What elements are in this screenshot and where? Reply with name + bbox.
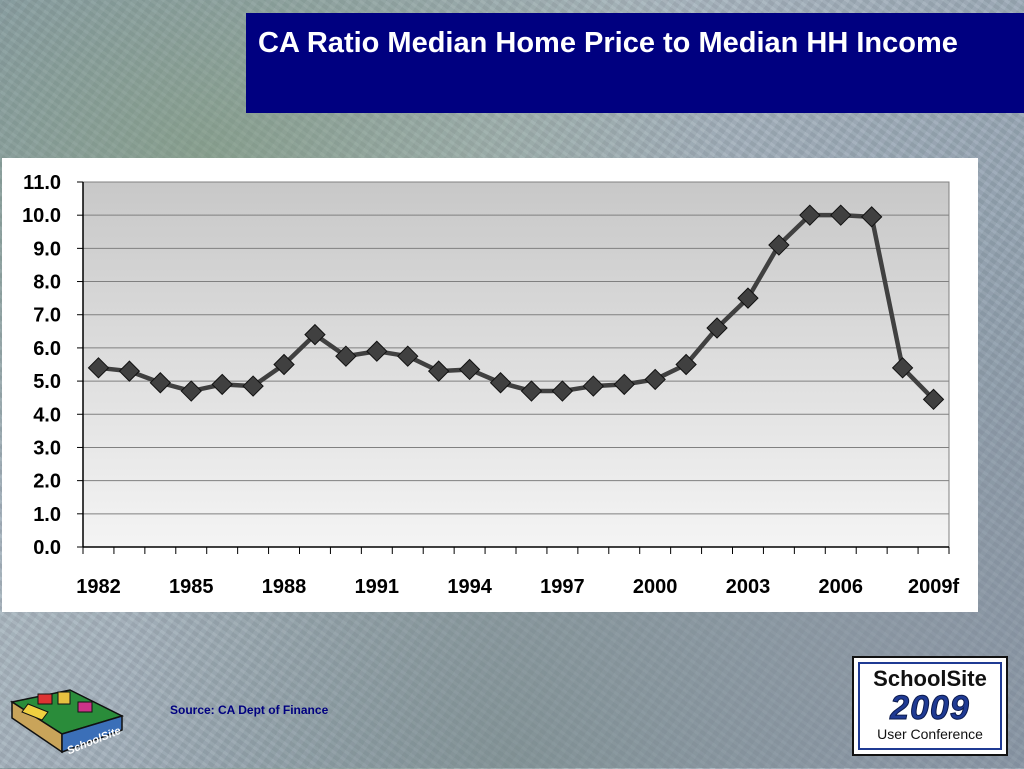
data-point xyxy=(180,380,202,402)
x-tick-label: 2009f xyxy=(908,576,959,598)
y-tick-label: 0.0 xyxy=(33,537,61,559)
x-tick-label: 1994 xyxy=(447,576,492,598)
data-point xyxy=(706,317,728,339)
data-point xyxy=(397,345,419,367)
data-point xyxy=(427,360,450,382)
data-point xyxy=(149,372,172,394)
y-tick-labels: 0.0 1.0 2.0 3.0 4.0 5.0 6.0 7.0 8.0 9.0 10.0 11.0 xyxy=(22,172,61,559)
title-banner: CA Ratio Median Home Price to Median HH … xyxy=(246,13,1024,113)
data-point xyxy=(922,388,945,411)
x-tick-label: 1997 xyxy=(540,576,585,598)
schoolsite-logo: SchoolSite xyxy=(8,682,126,764)
data-point xyxy=(551,380,574,402)
slide-title: CA Ratio Median Home Price to Median HH … xyxy=(258,27,958,59)
y-tick-label: 3.0 xyxy=(33,437,61,459)
data-point xyxy=(304,323,326,346)
x-tick-label: 1991 xyxy=(355,576,400,598)
data-point xyxy=(489,372,512,394)
data-point xyxy=(830,204,852,226)
plot-area xyxy=(82,181,950,548)
series-layer xyxy=(87,204,945,411)
data-point xyxy=(613,373,635,396)
data-point xyxy=(335,345,357,367)
y-tick-label: 4.0 xyxy=(33,404,61,426)
data-point xyxy=(242,375,264,397)
data-point xyxy=(799,204,821,226)
y-tick-label: 5.0 xyxy=(33,371,61,393)
data-point xyxy=(87,357,110,379)
conference-logo-name: SchoolSite xyxy=(873,666,987,691)
x-tick-label: 1988 xyxy=(262,576,307,598)
data-point xyxy=(768,234,790,256)
chart-panel: 0.0 1.0 2.0 3.0 4.0 5.0 6.0 7.0 8.0 9.0 10.0 11.0 1… xyxy=(2,158,978,612)
y-tick-label: 9.0 xyxy=(33,238,61,260)
x-tick-label: 1985 xyxy=(169,576,214,598)
data-point xyxy=(675,353,697,376)
x-tick-label: 1982 xyxy=(76,576,121,598)
x-tick-labels: 1982 1985 1988 1991 1994 1997 2000 2003 2006 2009… xyxy=(76,576,959,598)
conference-logo-subtitle: User Conference xyxy=(877,726,983,742)
x-tick-label: 2000 xyxy=(633,576,678,598)
x-tick-label: 2006 xyxy=(819,576,864,598)
data-point xyxy=(520,380,543,402)
data-point xyxy=(644,368,666,391)
data-point xyxy=(211,373,233,396)
data-point xyxy=(891,357,914,379)
y-tick-label: 10.0 xyxy=(22,205,61,227)
y-tick-label: 1.0 xyxy=(33,504,61,526)
y-tick-label: 6.0 xyxy=(33,338,61,360)
data-point xyxy=(737,287,759,309)
y-tick-label: 2.0 xyxy=(33,471,61,493)
data-point xyxy=(582,375,605,397)
conference-logo: SchoolSite 2009 User Conference xyxy=(852,656,1008,756)
axes xyxy=(77,181,950,554)
y-tick-label: 11.0 xyxy=(23,172,61,194)
conference-logo-year: 2009 xyxy=(890,689,970,727)
data-point xyxy=(273,353,295,376)
y-tick-label: 7.0 xyxy=(33,305,61,327)
data-point xyxy=(860,206,883,228)
data-point xyxy=(458,358,481,381)
x-tick-label: 2003 xyxy=(726,576,771,598)
line-chart: 0.0 1.0 2.0 3.0 4.0 5.0 6.0 7.0 8.0 9.0 10.0 11.0 1… xyxy=(22,172,959,598)
source-note: Source: CA Dept of Finance xyxy=(170,703,329,717)
data-point xyxy=(118,360,141,382)
y-tick-label: 8.0 xyxy=(33,272,61,294)
series-line xyxy=(98,212,936,401)
data-point xyxy=(366,340,388,362)
